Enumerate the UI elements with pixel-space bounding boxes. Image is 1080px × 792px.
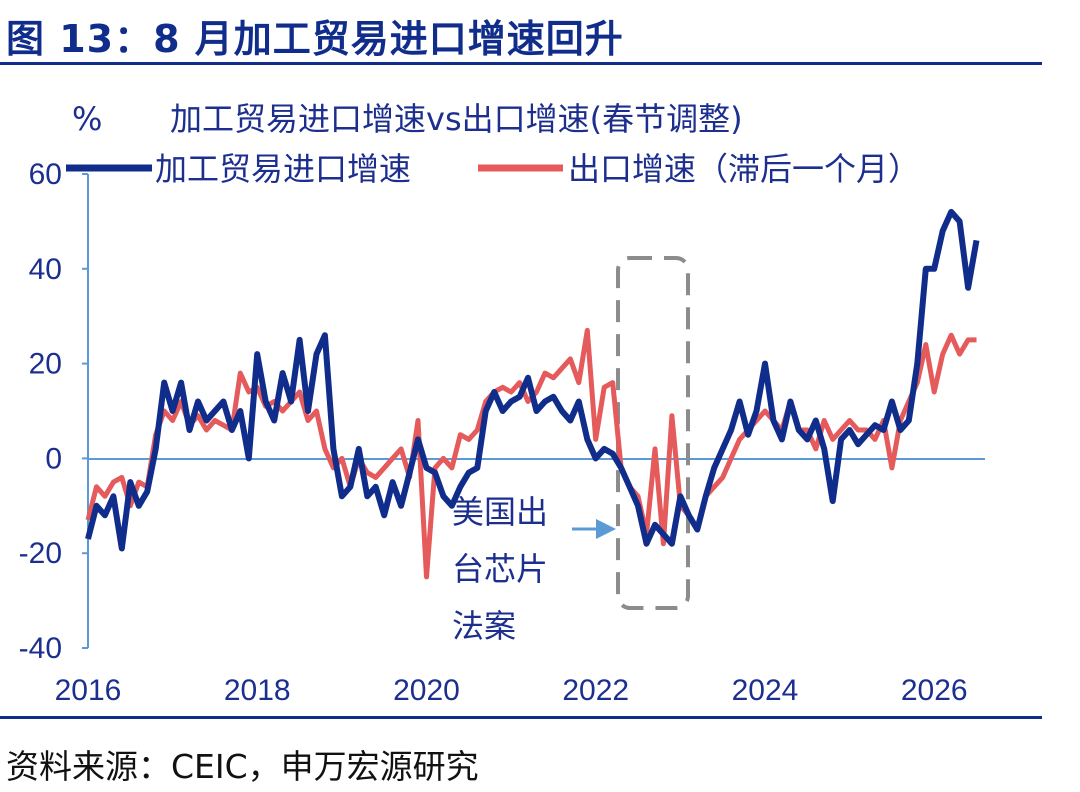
- y-tick-label: 20: [29, 348, 62, 381]
- legend-label-exports: 出口增速（滞后一个月）: [568, 150, 920, 188]
- annotation-line-3: 法案: [452, 607, 516, 645]
- y-tick-label: 40: [29, 253, 62, 286]
- x-tick-label: 2016: [55, 674, 122, 707]
- y-tick-label: 0: [45, 442, 62, 475]
- x-tick-label: 2026: [901, 674, 968, 707]
- annotation-line-1: 美国出: [452, 493, 548, 531]
- y-unit-label: %: [72, 100, 102, 138]
- x-tick-label: 2018: [224, 674, 291, 707]
- figure-title: 图 13：8 月加工贸易进口增速回升: [6, 17, 624, 61]
- source-note: 资料来源：CEIC，申万宏源研究: [6, 747, 479, 786]
- bottom-rule: [0, 716, 1042, 719]
- y-tick-label: -40: [19, 632, 62, 665]
- highlight-box: [616, 256, 690, 610]
- x-tick-label: 2020: [393, 674, 460, 707]
- x-tick-label: 2022: [562, 674, 629, 707]
- annotation-arrow-head: [596, 519, 616, 539]
- series-line-exports: [85, 327, 977, 580]
- top-rule: [0, 62, 1042, 65]
- y-tick-label: -20: [19, 537, 62, 570]
- x-tick-label: 2024: [732, 674, 799, 707]
- legend-label-processing-imports: 加工贸易进口增速: [155, 150, 411, 188]
- chart-title: 加工贸易进口增速vs出口增速(春节调整): [170, 100, 743, 138]
- annotation-line-2: 台芯片: [452, 550, 548, 588]
- y-tick-label: 60: [29, 158, 62, 191]
- series-line-processing-imports: [85, 208, 980, 552]
